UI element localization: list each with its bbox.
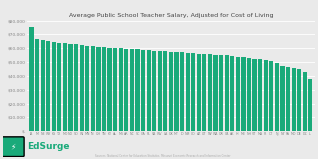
- Bar: [80, 45, 84, 131]
- Bar: [174, 52, 179, 131]
- Bar: [141, 50, 145, 131]
- Bar: [236, 57, 240, 131]
- Bar: [96, 47, 100, 131]
- Bar: [258, 59, 262, 131]
- Bar: [292, 68, 296, 131]
- Bar: [169, 52, 173, 131]
- Bar: [102, 47, 106, 131]
- Bar: [186, 53, 190, 131]
- Bar: [269, 61, 273, 131]
- Bar: [57, 43, 61, 131]
- Text: ⚡: ⚡: [10, 142, 16, 151]
- Bar: [107, 48, 112, 131]
- Bar: [130, 49, 134, 131]
- Text: EdSurge: EdSurge: [27, 142, 70, 151]
- Bar: [41, 40, 45, 131]
- FancyBboxPatch shape: [2, 137, 24, 156]
- Bar: [124, 49, 128, 131]
- Bar: [147, 50, 151, 131]
- Bar: [197, 54, 201, 131]
- Bar: [241, 57, 245, 131]
- Bar: [63, 43, 67, 131]
- Bar: [308, 79, 313, 131]
- Bar: [297, 69, 301, 131]
- Bar: [29, 27, 34, 131]
- Bar: [85, 45, 89, 131]
- Bar: [163, 51, 168, 131]
- Bar: [74, 44, 78, 131]
- Bar: [264, 60, 268, 131]
- Bar: [180, 52, 184, 131]
- Bar: [35, 39, 39, 131]
- Bar: [158, 51, 162, 131]
- Title: Average Public School Teacher Salary, Adjusted for Cost of Living: Average Public School Teacher Salary, Ad…: [69, 13, 273, 17]
- Bar: [230, 56, 234, 131]
- Bar: [286, 67, 290, 131]
- Bar: [191, 53, 195, 131]
- Bar: [225, 55, 229, 131]
- Bar: [252, 59, 257, 131]
- Bar: [208, 54, 212, 131]
- Bar: [52, 42, 56, 131]
- Bar: [119, 48, 123, 131]
- Bar: [135, 49, 140, 131]
- Bar: [280, 66, 285, 131]
- Bar: [275, 63, 279, 131]
- Bar: [91, 46, 95, 131]
- Bar: [202, 54, 206, 131]
- Bar: [213, 55, 218, 131]
- Bar: [152, 51, 156, 131]
- Bar: [247, 58, 251, 131]
- Bar: [219, 55, 223, 131]
- Bar: [46, 41, 50, 131]
- Bar: [68, 44, 73, 131]
- Bar: [113, 48, 117, 131]
- Bar: [303, 72, 307, 131]
- Text: Sources: National Center for Education Statistics, Missouri Economic Research an: Sources: National Center for Education S…: [95, 154, 231, 158]
